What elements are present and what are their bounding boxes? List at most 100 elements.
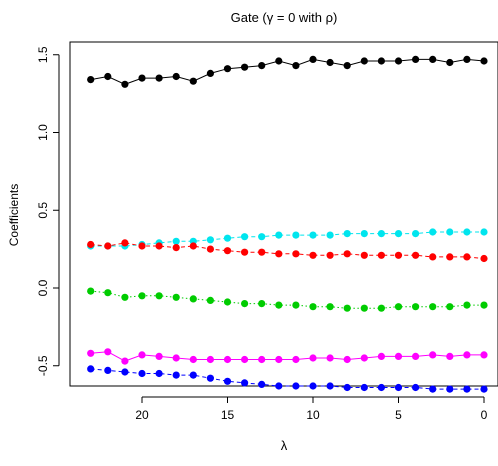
data-point <box>87 76 95 84</box>
data-point <box>343 355 351 364</box>
data-point <box>309 55 317 64</box>
y-axis-label: Coefficients <box>7 184 21 246</box>
data-point <box>241 63 249 71</box>
data-point <box>360 230 368 238</box>
data-point <box>377 383 385 392</box>
y-tick-label: 0.5 <box>36 202 50 219</box>
data-point <box>326 382 334 390</box>
series-3 <box>87 287 488 312</box>
data-point <box>223 65 232 73</box>
data-point <box>223 247 232 255</box>
data-point <box>429 228 437 236</box>
data-point <box>87 240 95 249</box>
data-point <box>412 303 420 311</box>
data-point <box>429 55 437 64</box>
data-point <box>463 301 471 309</box>
data-point <box>121 293 129 301</box>
y-tick-label: 1.0 <box>36 124 50 141</box>
x-axis-label: λ <box>281 438 288 453</box>
data-point <box>121 239 129 247</box>
data-point <box>343 230 351 238</box>
data-point <box>292 382 300 390</box>
data-point <box>360 304 368 312</box>
data-point <box>87 287 95 295</box>
x-tick-label: 20 <box>135 408 149 422</box>
data-point <box>121 368 129 376</box>
series-0 <box>87 55 488 88</box>
data-point <box>394 251 403 259</box>
data-point <box>343 304 351 312</box>
data-point <box>377 352 385 360</box>
data-point <box>480 385 488 393</box>
data-point <box>172 354 180 362</box>
data-point <box>463 351 471 359</box>
data-point <box>121 357 129 365</box>
x-tick-label: 10 <box>306 408 320 422</box>
data-point <box>223 355 232 364</box>
data-point <box>104 289 112 297</box>
data-point <box>309 382 317 390</box>
x-tick-label: 15 <box>221 408 235 422</box>
y-tick-label: -0.5 <box>36 355 50 376</box>
data-point <box>189 77 197 85</box>
series-line <box>90 242 485 259</box>
data-point <box>309 354 317 362</box>
data-point <box>463 228 471 236</box>
data-point <box>104 72 112 81</box>
data-point <box>480 301 488 309</box>
series-line <box>90 351 484 362</box>
data-point <box>394 383 403 392</box>
x-tick-label: 0 <box>481 408 488 422</box>
series-4 <box>87 348 488 365</box>
data-point <box>258 248 266 256</box>
data-point <box>172 371 180 379</box>
data-point <box>292 355 300 364</box>
data-point <box>138 292 146 300</box>
data-point <box>480 57 488 65</box>
data-point <box>412 55 420 64</box>
data-point <box>429 303 437 311</box>
data-point <box>121 80 129 88</box>
data-point <box>446 352 454 360</box>
data-point <box>206 355 214 364</box>
data-point <box>87 349 95 357</box>
data-point <box>377 304 385 312</box>
data-point <box>412 383 420 392</box>
data-point <box>275 231 283 239</box>
series-line <box>90 58 485 85</box>
plot-frame <box>69 41 498 387</box>
data-point <box>412 251 420 259</box>
data-point <box>429 385 437 393</box>
data-point <box>241 379 249 387</box>
data-point <box>275 57 283 65</box>
data-point <box>394 230 403 238</box>
data-point <box>446 303 454 311</box>
data-point <box>377 57 385 65</box>
x-axis: 20 15 10 5 0 <box>135 396 488 422</box>
data-point <box>87 365 95 373</box>
data-point <box>206 245 214 253</box>
data-point <box>241 248 249 256</box>
data-point <box>343 250 351 258</box>
data-point <box>463 253 471 261</box>
data-point <box>155 292 163 300</box>
data-point <box>104 242 112 250</box>
data-point <box>292 301 300 309</box>
data-point <box>223 298 232 306</box>
data-point <box>343 62 351 70</box>
data-point <box>275 382 283 390</box>
series-1 <box>87 228 488 250</box>
data-point <box>189 295 197 303</box>
data-point <box>360 57 368 65</box>
data-point <box>446 58 454 67</box>
data-point <box>206 374 214 382</box>
data-point <box>429 351 437 359</box>
data-point <box>480 228 488 236</box>
data-point <box>360 354 368 362</box>
data-point <box>292 62 300 70</box>
data-point <box>138 242 146 250</box>
data-point <box>326 251 334 259</box>
data-point <box>104 366 112 374</box>
data-point <box>446 385 454 393</box>
